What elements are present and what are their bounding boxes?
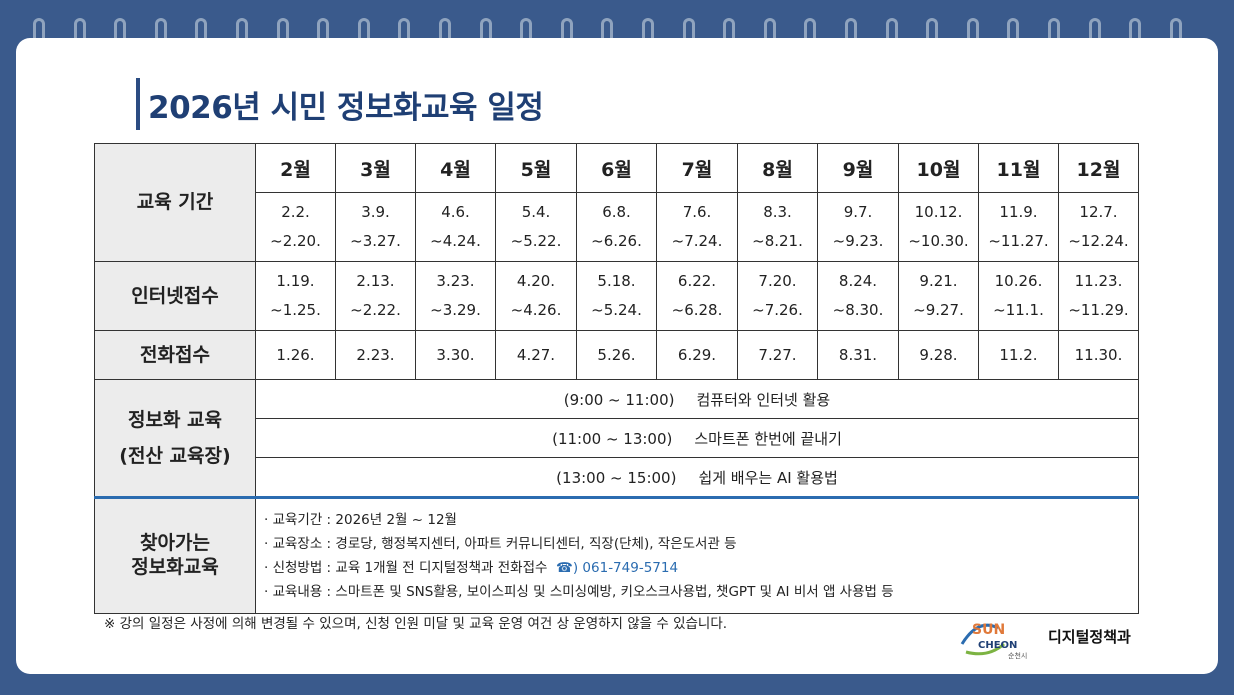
department-name: 디지털정책과: [1048, 628, 1131, 646]
internet-cell: 9.21. ~9.27.: [898, 261, 979, 331]
period-cell: 12.7. ~12.24.: [1058, 192, 1139, 262]
internet-cell: 6.22. ~6.28.: [656, 261, 738, 331]
month-header: 7월: [656, 143, 738, 193]
phone-cell: 11.2.: [978, 330, 1059, 380]
month-header: 9월: [817, 143, 899, 193]
row-label-internet: 인터넷접수: [94, 261, 256, 331]
visit-details: · 교육기간 : 2026년 2월 ~ 12월 · 교육장소 : 경로당, 행정…: [255, 496, 1139, 614]
internet-cell: 7.20. ~7.26.: [737, 261, 818, 331]
row-label-period: 교육 기간: [94, 143, 256, 262]
footnote: ※ 강의 일정은 사정에 의해 변경될 수 있으며, 신청 인원 미달 및 교육…: [104, 616, 728, 632]
period-cell: 8.3. ~8.21.: [737, 192, 818, 262]
svg-text:순천시: 순천시: [1008, 651, 1027, 660]
internet-cell: 5.18. ~5.24.: [576, 261, 657, 331]
svg-text:CHEON: CHEON: [978, 640, 1017, 651]
visit-line: · 교육장소 : 경로당, 행정복지센터, 아파트 커뮤니티센터, 직장(단체)…: [264, 536, 737, 552]
phone-cell: 1.26.: [255, 330, 336, 380]
month-header: 8월: [737, 143, 818, 193]
row-label-education: 정보화 교육 (전산 교육장): [94, 379, 256, 498]
internet-cell: 8.24. ~8.30.: [817, 261, 899, 331]
phone-cell: 9.28.: [898, 330, 979, 380]
row-label-visit: 찾아가는 정보화교육: [94, 496, 256, 614]
phone-number: ☎) 061-749-5714: [556, 560, 679, 576]
internet-cell: 10.26. ~11.1.: [978, 261, 1059, 331]
phone-cell: 11.30.: [1058, 330, 1139, 380]
period-cell: 7.6. ~7.24.: [656, 192, 738, 262]
visit-label-line1: 찾아가는: [140, 532, 210, 555]
education-session: (9:00 ~ 11:00) 컴퓨터와 인터넷 활용: [255, 379, 1139, 419]
education-session: (13:00 ~ 15:00) 쉽게 배우는 AI 활용법: [255, 457, 1139, 498]
period-cell: 5.4. ~5.22.: [495, 192, 577, 262]
month-header: 2월: [255, 143, 336, 193]
education-label-line1: 정보화 교육: [127, 408, 222, 431]
visit-line: · 교육기간 : 2026년 2월 ~ 12월: [264, 512, 457, 528]
svg-text:SUN: SUN: [972, 622, 1005, 638]
period-cell: 6.8. ~6.26.: [576, 192, 657, 262]
period-cell: 9.7. ~9.23.: [817, 192, 899, 262]
month-header: 3월: [335, 143, 416, 193]
period-cell: 3.9. ~3.27.: [335, 192, 416, 262]
month-header: 5월: [495, 143, 577, 193]
visit-line: · 교육내용 : 스마트폰 및 SNS활용, 보이스피싱 및 스미싱예방, 키오…: [264, 584, 894, 600]
phone-cell: 3.30.: [415, 330, 496, 380]
period-cell: 11.9. ~11.27.: [978, 192, 1059, 262]
internet-cell: 1.19. ~1.25.: [255, 261, 336, 331]
phone-cell: 4.27.: [495, 330, 577, 380]
period-cell: 10.12. ~10.30.: [898, 192, 979, 262]
visit-label-line2: 정보화교육: [131, 556, 219, 578]
education-session: (11:00 ~ 13:00) 스마트폰 한번에 끝내기: [255, 418, 1139, 458]
phone-cell: 8.31.: [817, 330, 899, 380]
month-header: 12월: [1058, 143, 1139, 193]
internet-cell: 3.23. ~3.29.: [415, 261, 496, 331]
month-header: 10월: [898, 143, 979, 193]
internet-cell: 2.13. ~2.22.: [335, 261, 416, 331]
title-accent-bar: [136, 78, 140, 130]
internet-cell: 4.20. ~4.26.: [495, 261, 577, 331]
suncheon-logo: SUN CHEON 순천시: [960, 622, 1027, 660]
internet-cell: 11.23. ~11.29.: [1058, 261, 1139, 331]
month-header: 6월: [576, 143, 657, 193]
phone-cell: 5.26.: [576, 330, 657, 380]
period-cell: 4.6. ~4.24.: [415, 192, 496, 262]
phone-cell: 2.23.: [335, 330, 416, 380]
month-header: 11월: [978, 143, 1059, 193]
visit-line: · 신청방법 : 교육 1개월 전 디지털정책과 전화접수 ☎) 061-749…: [264, 560, 679, 576]
education-label-line2: (전산 교육장): [119, 445, 231, 467]
period-cell: 2.2. ~2.20.: [255, 192, 336, 262]
row-label-phone: 전화접수: [94, 330, 256, 380]
month-header: 4월: [415, 143, 496, 193]
phone-cell: 7.27.: [737, 330, 818, 380]
phone-cell: 6.29.: [656, 330, 738, 380]
schedule-table: 교육 기간 2월 3월 4월 5월 6월 7월 8월 9월 10월 11월 12…: [94, 143, 1139, 614]
page-title: 2026년 시민 정보화교육 일정: [148, 90, 544, 126]
